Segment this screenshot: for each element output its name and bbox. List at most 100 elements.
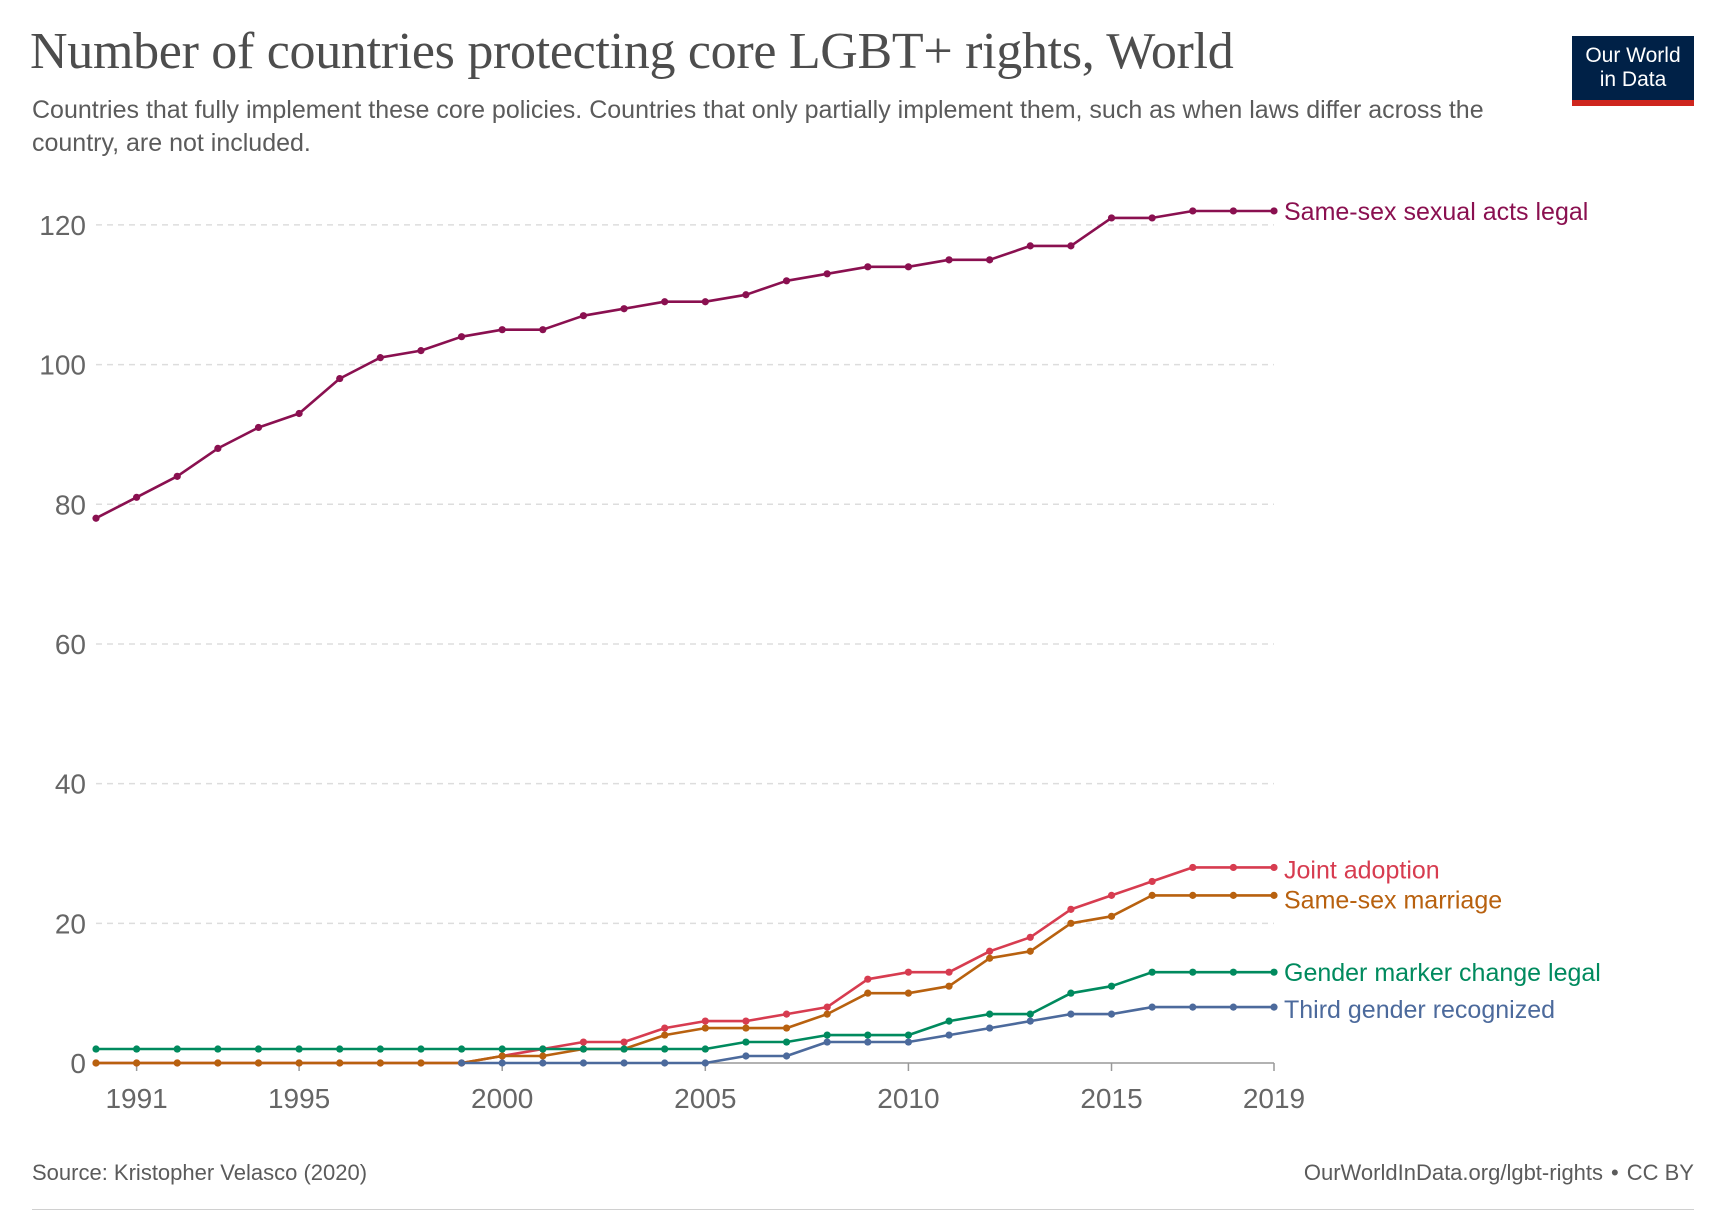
data-point — [1148, 1003, 1156, 1011]
y-tick-label: 40 — [55, 769, 86, 800]
data-point — [661, 1024, 669, 1032]
x-tick-label: 1995 — [268, 1083, 330, 1114]
data-point — [214, 1059, 222, 1067]
line-chart[interactable]: 0 20 40 60 80 100 120 1991 1995 2000 2005 2010 2015 2… — [0, 0, 1714, 1150]
data-point — [92, 1045, 100, 1053]
x-tick-label: 2019 — [1243, 1083, 1305, 1114]
data-point — [782, 277, 791, 285]
data-point — [986, 947, 994, 955]
data-point — [417, 1045, 425, 1053]
x-tick-label: 2010 — [877, 1083, 939, 1114]
data-point — [579, 312, 588, 320]
data-point — [579, 1045, 588, 1053]
data-point — [864, 975, 872, 983]
data-point — [376, 354, 384, 362]
data-point — [701, 1045, 709, 1053]
footer-links: OurWorldInData.org/lgbt-rights • CC BY — [1304, 1160, 1694, 1186]
data-point — [620, 1059, 628, 1067]
data-point — [823, 1031, 831, 1039]
source-note: Source: Kristopher Velasco (2020) — [32, 1160, 368, 1185]
data-point — [336, 1059, 344, 1067]
data-point — [214, 444, 222, 453]
data-point — [1229, 863, 1237, 872]
data-point — [1026, 947, 1034, 955]
y-tick-label: 60 — [55, 629, 86, 660]
data-point — [133, 1059, 141, 1067]
license-link[interactable]: CC BY — [1626, 1160, 1694, 1185]
data-point — [661, 1059, 669, 1067]
data-point — [986, 256, 994, 264]
data-point — [864, 989, 872, 997]
data-point — [904, 989, 913, 997]
data-point — [417, 347, 425, 355]
data-point — [1067, 919, 1075, 927]
data-point — [742, 1017, 750, 1025]
series-line — [95, 209, 1274, 520]
data-point — [945, 982, 953, 990]
data-point — [1189, 863, 1197, 872]
data-point — [1067, 989, 1075, 997]
data-point — [701, 1059, 709, 1067]
data-point — [1107, 982, 1116, 990]
axes: 0 20 40 60 80 100 120 1991 1995 2000 2005 2010 2015 2… — [39, 210, 1305, 1114]
data-point — [864, 1038, 872, 1046]
data-point — [133, 493, 141, 501]
data-point — [864, 263, 872, 271]
data-point — [1107, 891, 1116, 899]
separator-dot: • — [1611, 1160, 1619, 1185]
data-point — [1229, 1003, 1237, 1011]
chart-title: Number of countries protecting core LGBT… — [30, 23, 1234, 80]
data-point — [1270, 207, 1278, 215]
data-point — [1270, 968, 1278, 976]
series-lines — [92, 207, 1278, 1067]
data-point — [1067, 905, 1075, 913]
x-tick-label: 1991 — [105, 1083, 167, 1114]
data-point — [945, 1031, 953, 1039]
data-point — [1270, 1003, 1278, 1011]
data-point — [336, 1045, 344, 1053]
x-tick-label: 2015 — [1080, 1083, 1142, 1114]
data-point — [254, 1059, 263, 1067]
data-point — [376, 1059, 384, 1067]
data-point — [864, 1031, 872, 1039]
data-point — [133, 1045, 141, 1053]
series-line — [96, 894, 1274, 1065]
series-end-label: Same-sex marriage — [1284, 886, 1502, 914]
series-group — [92, 891, 1278, 1067]
data-point — [1148, 877, 1156, 886]
source-url-link[interactable]: OurWorldInData.org/lgbt-rights — [1303, 1160, 1604, 1185]
y-tick-label: 20 — [55, 908, 86, 939]
data-point — [1148, 891, 1156, 899]
data-point — [782, 1010, 791, 1018]
data-point — [376, 1045, 384, 1053]
series-line — [96, 866, 1274, 1065]
data-point — [498, 1052, 506, 1060]
data-point — [539, 1059, 547, 1067]
chart-subtitle: Countries that fully implement these cor… — [32, 96, 1484, 157]
series-group — [92, 968, 1278, 1053]
data-point — [295, 1045, 303, 1053]
data-point — [579, 1038, 588, 1046]
data-point — [742, 291, 750, 299]
data-point — [701, 298, 709, 306]
data-point — [1229, 968, 1237, 976]
data-point — [945, 1017, 953, 1025]
data-point — [1107, 1010, 1116, 1018]
data-point — [742, 1024, 750, 1032]
data-point — [904, 263, 913, 271]
owid-logo[interactable]: Our World in Data — [1572, 36, 1694, 106]
data-point — [986, 954, 994, 962]
data-point — [173, 1059, 181, 1067]
data-point — [620, 1038, 628, 1046]
data-point — [336, 374, 344, 383]
logo-line-1: Our World — [1585, 44, 1681, 67]
data-point — [295, 1059, 303, 1067]
data-point — [92, 514, 100, 522]
data-point — [1229, 891, 1237, 899]
series-group — [92, 207, 1278, 522]
data-point — [417, 1059, 425, 1067]
data-point — [579, 1059, 588, 1067]
data-point — [457, 333, 466, 341]
data-point — [254, 1045, 263, 1053]
data-point — [620, 1045, 628, 1053]
